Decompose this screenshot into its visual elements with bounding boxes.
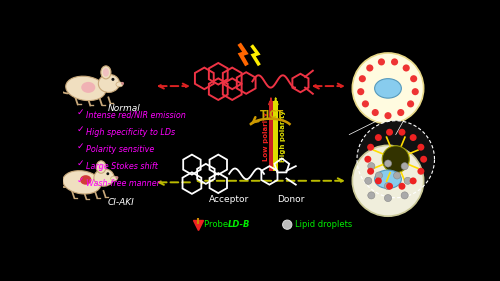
Circle shape bbox=[418, 144, 424, 151]
Circle shape bbox=[367, 168, 374, 175]
Circle shape bbox=[366, 64, 374, 72]
Text: Intense red/NIR emission: Intense red/NIR emission bbox=[86, 111, 186, 120]
Circle shape bbox=[357, 88, 364, 95]
Ellipse shape bbox=[96, 161, 106, 173]
Circle shape bbox=[410, 177, 416, 184]
Ellipse shape bbox=[94, 169, 114, 186]
Circle shape bbox=[401, 192, 408, 199]
Circle shape bbox=[407, 100, 414, 107]
Ellipse shape bbox=[98, 74, 119, 92]
Circle shape bbox=[362, 100, 369, 107]
Circle shape bbox=[378, 58, 385, 65]
Text: ✓: ✓ bbox=[76, 125, 84, 134]
Ellipse shape bbox=[374, 79, 402, 98]
Circle shape bbox=[398, 183, 406, 190]
Ellipse shape bbox=[80, 175, 92, 185]
Circle shape bbox=[352, 145, 424, 216]
Circle shape bbox=[116, 176, 118, 179]
Text: TICT: TICT bbox=[260, 110, 284, 120]
Circle shape bbox=[372, 109, 379, 116]
Circle shape bbox=[364, 177, 372, 184]
Circle shape bbox=[112, 78, 114, 81]
Ellipse shape bbox=[101, 66, 111, 79]
Circle shape bbox=[384, 160, 392, 167]
Circle shape bbox=[384, 194, 392, 201]
Circle shape bbox=[398, 129, 406, 136]
Text: Low polarity: Low polarity bbox=[262, 112, 268, 161]
Ellipse shape bbox=[116, 82, 123, 87]
Circle shape bbox=[282, 220, 292, 229]
Text: Normal: Normal bbox=[108, 105, 141, 114]
Circle shape bbox=[368, 163, 375, 170]
Circle shape bbox=[352, 53, 424, 124]
Text: Polarity sensitive: Polarity sensitive bbox=[86, 145, 154, 154]
Circle shape bbox=[384, 112, 392, 119]
Circle shape bbox=[402, 64, 410, 72]
Circle shape bbox=[367, 144, 374, 151]
Circle shape bbox=[106, 172, 110, 175]
Text: LD-B: LD-B bbox=[228, 220, 250, 229]
Ellipse shape bbox=[66, 76, 106, 101]
Text: Probe: Probe bbox=[204, 220, 231, 229]
Text: High polarity: High polarity bbox=[280, 110, 286, 162]
Text: ✓: ✓ bbox=[76, 159, 84, 168]
Circle shape bbox=[386, 183, 393, 190]
Text: ✓: ✓ bbox=[76, 142, 84, 151]
Circle shape bbox=[359, 75, 366, 82]
Circle shape bbox=[391, 58, 398, 65]
Circle shape bbox=[394, 172, 400, 179]
Bar bbox=[274, 101, 278, 171]
Circle shape bbox=[121, 82, 124, 85]
Circle shape bbox=[386, 129, 393, 136]
Circle shape bbox=[412, 88, 419, 95]
Circle shape bbox=[375, 177, 382, 184]
Text: Donor: Donor bbox=[278, 195, 305, 204]
Circle shape bbox=[375, 134, 382, 141]
Circle shape bbox=[384, 183, 392, 190]
Circle shape bbox=[410, 134, 416, 141]
Ellipse shape bbox=[63, 171, 101, 194]
Circle shape bbox=[404, 177, 411, 184]
Circle shape bbox=[364, 156, 372, 163]
Circle shape bbox=[376, 172, 382, 179]
Text: High specificity to LDs: High specificity to LDs bbox=[86, 128, 175, 137]
Circle shape bbox=[410, 75, 417, 82]
Circle shape bbox=[401, 163, 408, 170]
Ellipse shape bbox=[374, 170, 402, 189]
Text: Lipid droplets: Lipid droplets bbox=[295, 220, 352, 229]
Ellipse shape bbox=[81, 82, 96, 93]
Circle shape bbox=[418, 168, 424, 175]
Circle shape bbox=[420, 156, 427, 163]
Text: Wash-free manner: Wash-free manner bbox=[86, 179, 160, 188]
Ellipse shape bbox=[103, 68, 109, 77]
Circle shape bbox=[368, 192, 375, 199]
Ellipse shape bbox=[110, 176, 117, 181]
Circle shape bbox=[357, 121, 434, 198]
Bar bbox=[268, 101, 274, 171]
Text: Large Stokes shift: Large Stokes shift bbox=[86, 162, 158, 171]
Ellipse shape bbox=[98, 163, 104, 171]
Text: CI-AKI: CI-AKI bbox=[107, 198, 134, 207]
Text: ✓: ✓ bbox=[76, 108, 84, 117]
Circle shape bbox=[397, 109, 404, 116]
Text: ✓: ✓ bbox=[76, 176, 84, 185]
Text: Acceptor: Acceptor bbox=[209, 195, 249, 204]
Circle shape bbox=[382, 146, 409, 173]
